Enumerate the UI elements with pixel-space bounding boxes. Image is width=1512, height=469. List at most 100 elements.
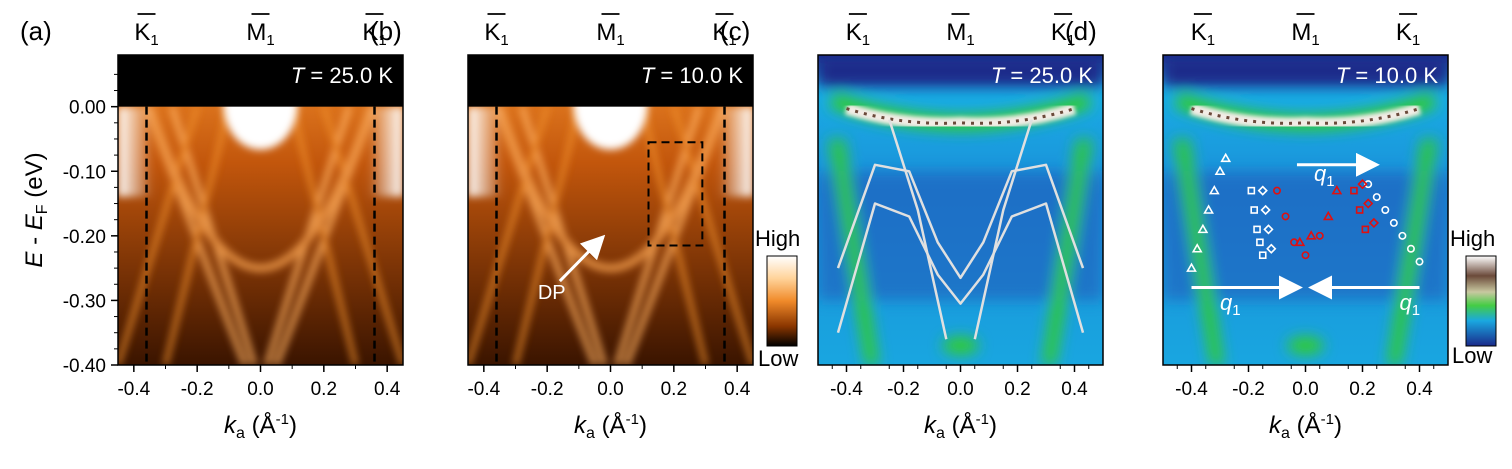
q-label: q1 [1220, 290, 1241, 319]
band-parabola [495, 105, 726, 273]
square-marker [1258, 251, 1267, 260]
high-symmetry-label: K1 [484, 19, 508, 49]
triangle-marker [1214, 165, 1226, 176]
high-symmetry-label: K1 [712, 19, 736, 49]
y-tick-label: -0.40 [63, 356, 106, 377]
top-band [1163, 55, 1448, 87]
above-fermi [118, 55, 403, 107]
panel-label-c: (c) [720, 16, 750, 46]
x-tick-label: -0.2 [887, 379, 920, 400]
diamond-marker [1357, 179, 1368, 190]
diamond-marker [1368, 217, 1380, 229]
x-tick-label: -0.4 [467, 379, 500, 400]
y-tick-label: 0.00 [69, 98, 106, 119]
panels: T = 25.0 K -0.4 -0.2 0.0 0.2 0.4 ka (Å-1) 0.00 -… [63, 13, 1449, 442]
x-axis-label: ka (Å-1) [1269, 411, 1342, 442]
y-tick-label: -0.20 [63, 227, 106, 248]
band-streaks [468, 105, 753, 365]
high-symmetry-label: K1 [1051, 19, 1075, 49]
triangle-marker [1197, 223, 1209, 234]
diamond-marker [1257, 185, 1268, 196]
circle-marker [1415, 257, 1424, 266]
green-streak [1387, 138, 1429, 365]
x-tick-label: 0.4 [1061, 379, 1088, 400]
band-parabola [145, 105, 376, 273]
green-blob [942, 336, 979, 355]
square-marker [1250, 206, 1258, 214]
diamond-marker [1263, 224, 1274, 235]
panel-label-d: (d) [1065, 16, 1097, 46]
x-tick-label: 0.2 [311, 379, 337, 400]
band-line [468, 105, 550, 365]
panel-a: T = 25.0 K -0.4 -0.2 0.0 0.2 0.4 ka (Å-1) 0.00 -… [63, 13, 404, 442]
colorbar-orange-high: High [755, 226, 800, 251]
green-streak [828, 138, 873, 365]
high-symmetry-label: K1 [846, 19, 870, 49]
x-tick-label: -0.4 [1175, 379, 1208, 400]
band-line [513, 106, 582, 365]
dp-label: DP [538, 282, 566, 304]
high-symmetry-label: M1 [596, 19, 624, 49]
band-line [163, 106, 232, 365]
q-label: q1 [1400, 290, 1421, 319]
green-streak [1393, 138, 1438, 365]
green-streak [837, 138, 879, 365]
square-marker [1253, 225, 1261, 234]
x-tick-label: 0.2 [1004, 379, 1030, 400]
x-tick-label: 0.4 [374, 379, 401, 400]
square-marker [1350, 186, 1358, 195]
triangle-marker [1191, 243, 1203, 253]
fit-curve [973, 119, 1033, 340]
high-symmetry-label: M1 [1291, 19, 1319, 49]
circle-marker [1372, 193, 1381, 202]
x-axis-label: ka (Å-1) [924, 411, 997, 442]
top-band [818, 55, 1103, 87]
high-symmetry-label: K1 [1396, 19, 1420, 49]
dashed-zoom-box [647, 141, 704, 247]
high-symmetry-label: M1 [246, 19, 274, 49]
square-marker [1247, 186, 1256, 195]
above-fermi [468, 55, 753, 107]
circle-marker [1281, 212, 1290, 221]
colorbar-curv-high: High [1450, 226, 1495, 251]
panel-b: DP T = 10.0 K -0.4 -0.2 0.0 0.2 0.4 ka (Å-1) K1 M… [467, 13, 754, 442]
colorbar-orange-gradient [766, 255, 798, 347]
circle-marker [1364, 180, 1373, 189]
dp-arrow [558, 234, 606, 283]
panel-d: q1 q1 q1 T = 10.0 K -0.4 -0.2 0.0 0.2 0.4 ka (Å-1… [1162, 13, 1449, 442]
square-marker [1355, 206, 1364, 214]
colorbar-curv-low: Low [1452, 343, 1492, 368]
circle-marker [1389, 218, 1398, 227]
panel-image [118, 55, 403, 365]
high-symmetry-label: K1 [1191, 19, 1215, 49]
circle-marker [1381, 206, 1390, 215]
colorbar-curv-gradient [1465, 255, 1497, 347]
high-symmetry-label: K1 [362, 19, 386, 49]
square-marker [1361, 225, 1370, 234]
circle-marker [1301, 251, 1310, 260]
band-line [671, 105, 753, 365]
x-tick-label: -0.2 [531, 379, 564, 400]
colorbar-curvature: High Low [1450, 226, 1497, 368]
band-line [289, 106, 358, 365]
panel-image [818, 55, 1103, 365]
x-axis-label: ka (Å-1) [224, 411, 297, 442]
x-tick-label: -0.2 [1232, 379, 1265, 400]
x-tick-label: 0.0 [247, 379, 273, 400]
x-tick-label: 0.4 [724, 379, 751, 400]
x-tick-label: -0.4 [830, 379, 863, 400]
green-streak [1042, 138, 1084, 365]
band-streaks [118, 105, 403, 365]
triangle-marker [1322, 210, 1334, 221]
triangle-marker [1305, 230, 1317, 240]
triangle-marker [1294, 236, 1306, 247]
circle-marker [1398, 231, 1407, 240]
temperature-label: T = 25.0 K [291, 63, 393, 88]
x-tick-label: -0.4 [117, 379, 150, 400]
fermi-band [1189, 102, 1422, 130]
band-line [321, 105, 403, 365]
x-tick-label: 0.4 [1406, 379, 1433, 400]
panel-label-b: (b) [370, 16, 402, 46]
circle-marker [1406, 244, 1415, 253]
